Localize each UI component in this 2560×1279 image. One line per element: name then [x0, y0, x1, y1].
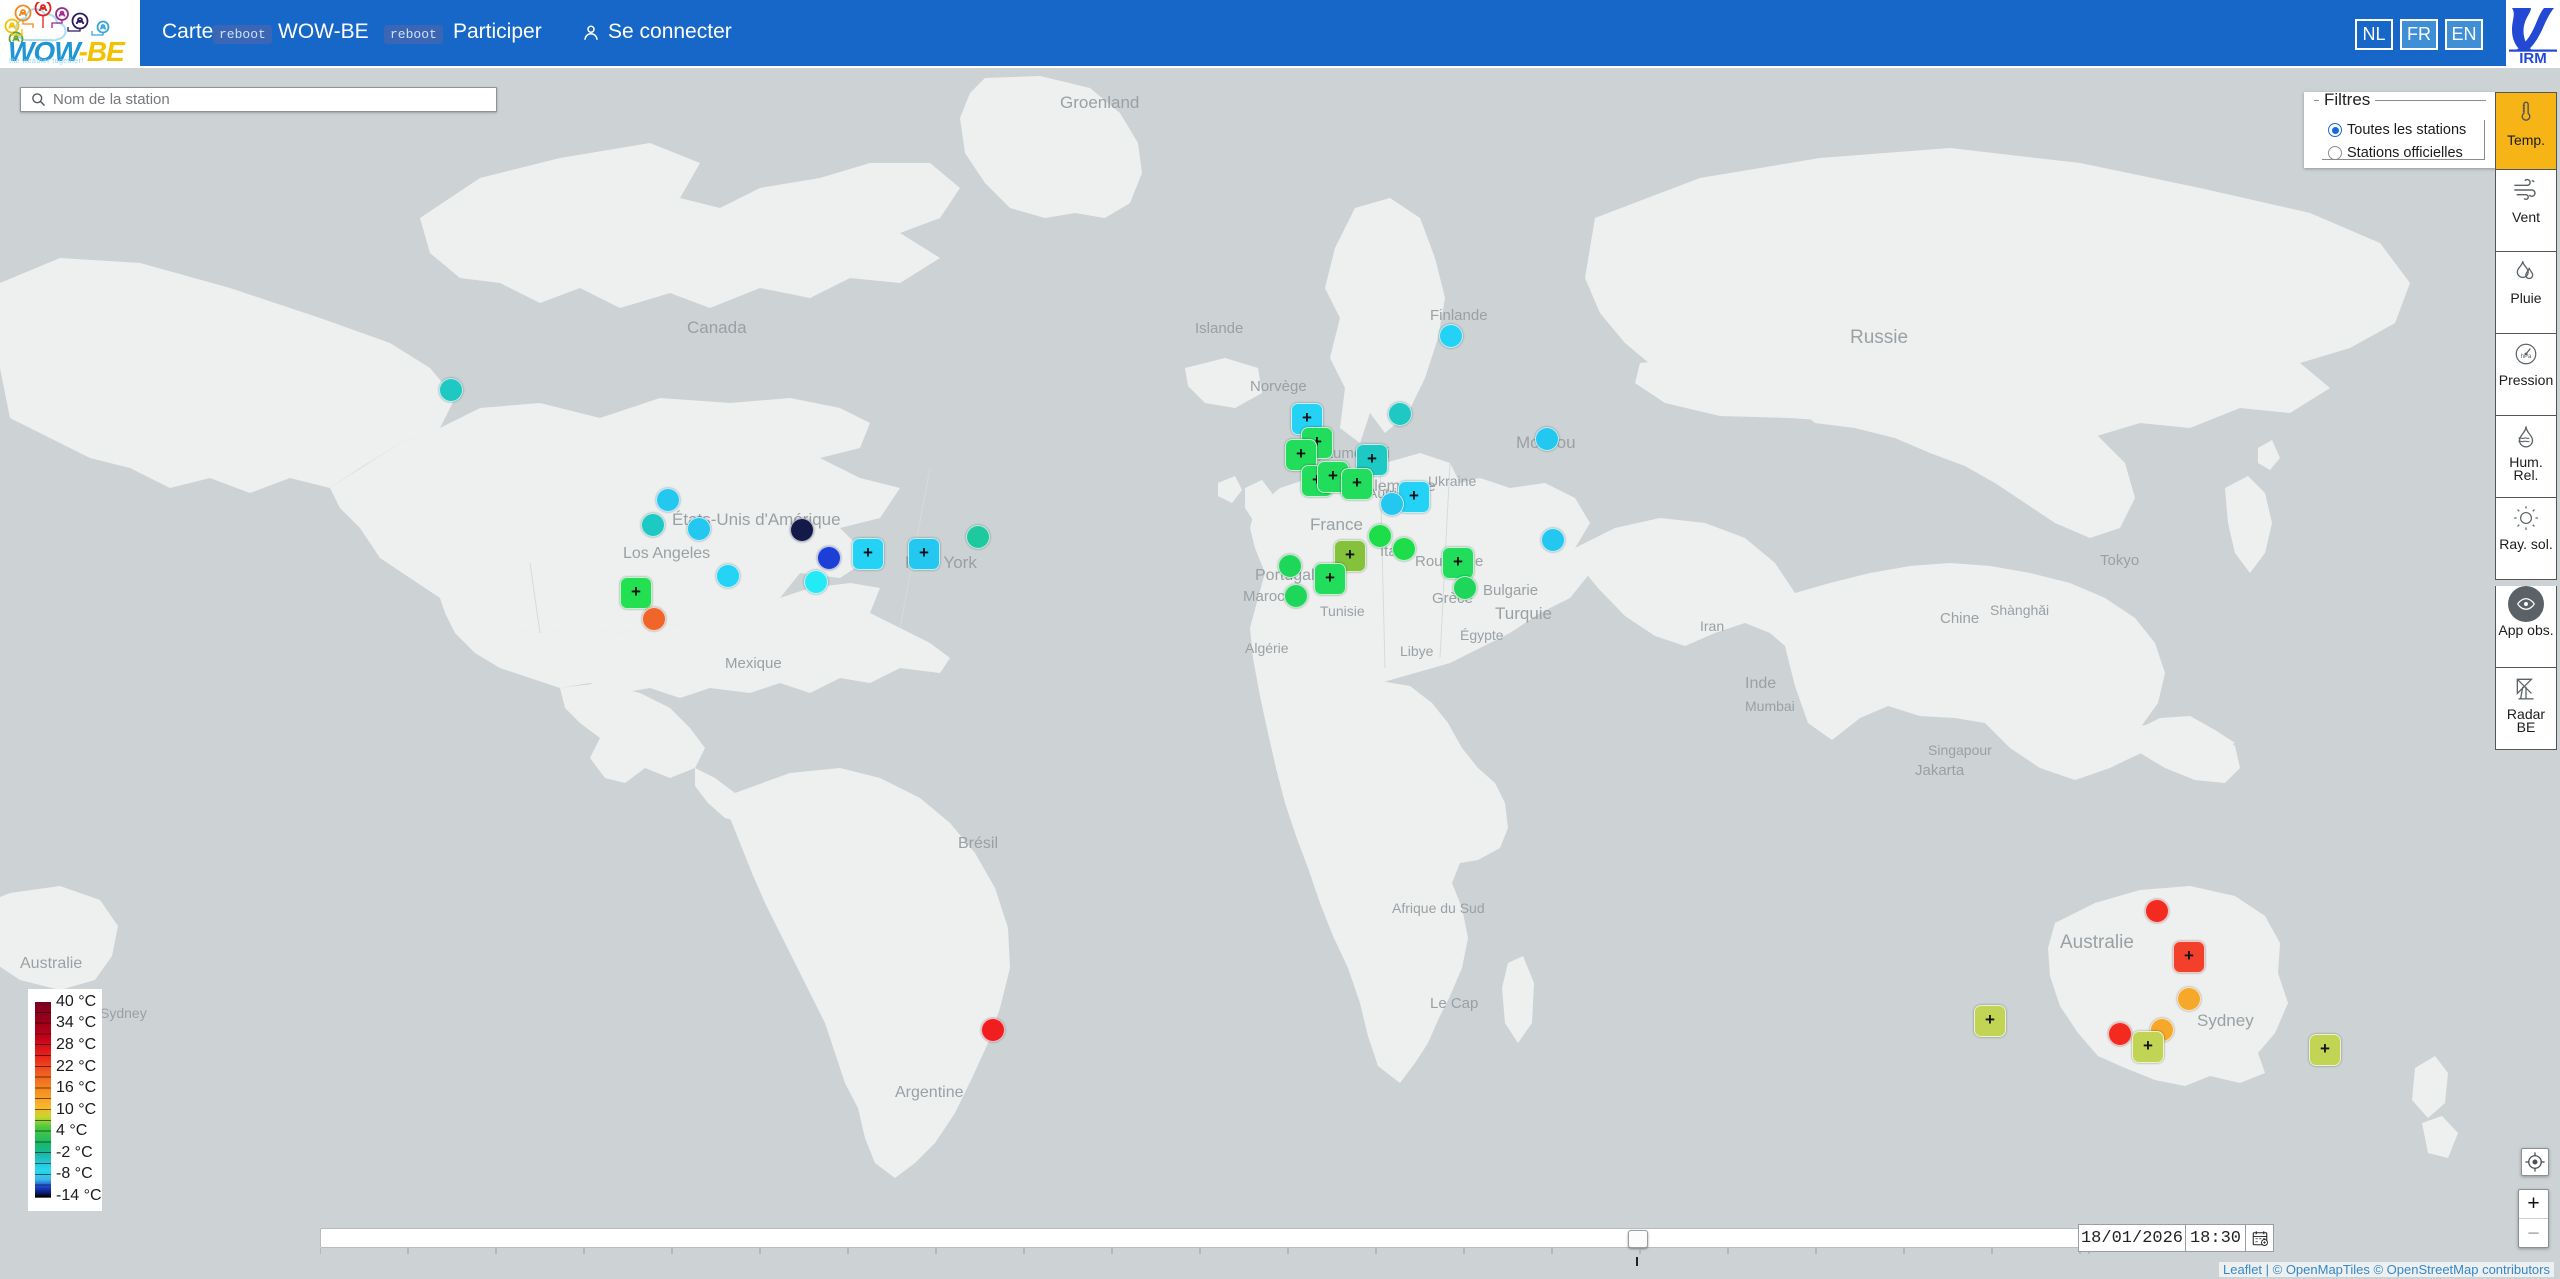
- svg-text:IRM: IRM: [2519, 50, 2547, 66]
